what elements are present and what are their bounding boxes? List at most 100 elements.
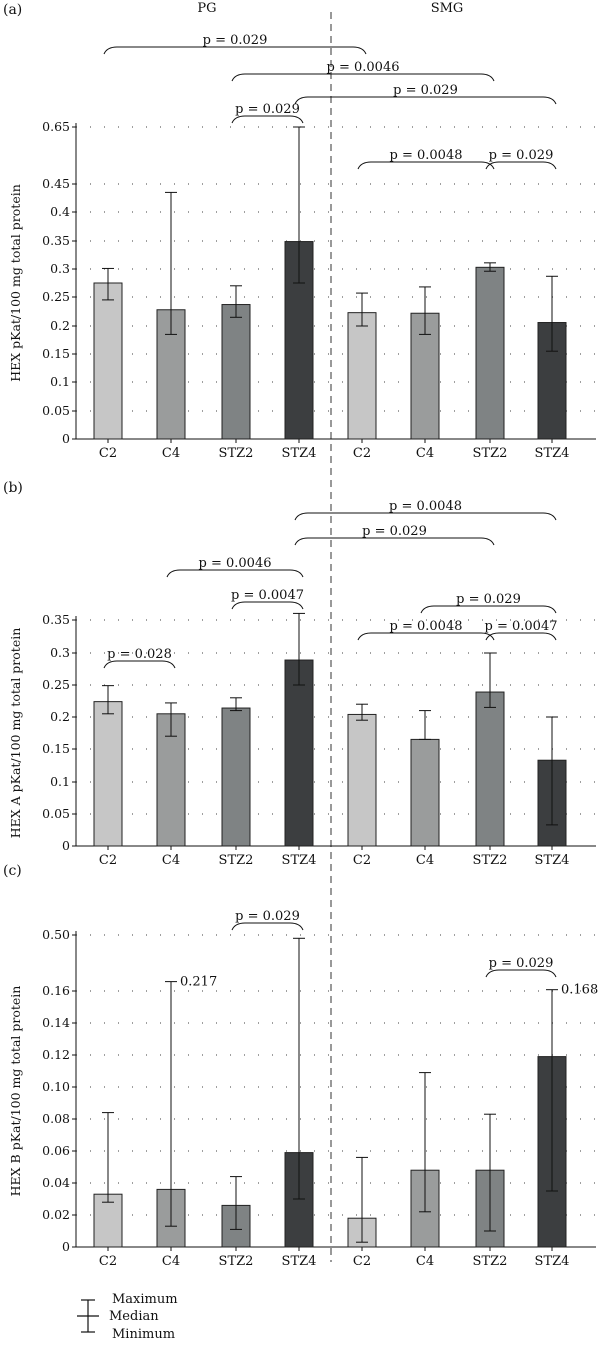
y-tick-label: 0.65 (42, 119, 70, 134)
x-tick-label: C2 (353, 1254, 371, 1269)
y-tick-label: 0.04 (42, 1175, 70, 1190)
y-tick-label: 0.05 (42, 403, 70, 418)
y-tick-label: 0.35 (42, 612, 70, 627)
panel-c-tag: (c) (3, 863, 22, 879)
x-tick-label: STZ2 (219, 1254, 254, 1269)
comparison-bracket (231, 601, 304, 610)
x-tick-label: STZ4 (535, 853, 570, 868)
x-tick-label: STZ2 (219, 853, 254, 868)
comparison-bracket (294, 96, 557, 105)
comparison-bracket (357, 161, 495, 170)
legend: Maximum Median Minimum (77, 1292, 178, 1342)
comparison-bracket (485, 161, 557, 170)
x-tick-label: STZ4 (282, 853, 317, 868)
p-value-label: p = 0.0046 (199, 556, 272, 571)
y-tick-label: 0 (62, 838, 70, 853)
y-axis-title: HEX B pKat/100 mg total protein (8, 986, 23, 1197)
comparison-bracket (485, 632, 557, 641)
comparison-bracket (420, 605, 557, 614)
y-tick-label: 0.1 (50, 374, 70, 389)
group-label-smg: SMG (431, 1, 464, 16)
comparison-bracket (294, 537, 495, 546)
x-tick-label: STZ2 (473, 853, 508, 868)
p-value-label: p = 0.029 (489, 956, 554, 971)
x-tick-label: STZ4 (282, 1254, 317, 1269)
x-tick-label: C4 (416, 853, 434, 868)
comparison-bracket (231, 922, 304, 931)
y-tick-label: 0.1 (50, 774, 70, 789)
panel-c: (c) HEX B pKat/100 mg total protein 0 0.02… (3, 863, 598, 1269)
x-tick-label: C4 (416, 446, 434, 461)
p-value-label: p = 0.0048 (389, 499, 462, 514)
bar-c2 (347, 312, 377, 440)
legend-median: Median (109, 1309, 159, 1324)
x-tick-label: STZ2 (473, 1254, 508, 1269)
x-tick-label: C2 (99, 1254, 117, 1269)
bar-c2 (93, 282, 123, 440)
panel-b-tag: (b) (3, 480, 23, 496)
y-axis-title: HEX pKat/100 mg total protein (8, 184, 23, 382)
x-tick-label: STZ4 (535, 1254, 570, 1269)
comparison-bracket (294, 512, 557, 521)
y-tick-label: 0.35 (42, 233, 70, 248)
max-value-label: 0.217 (180, 975, 217, 990)
p-value-label: p = 0.029 (235, 909, 300, 924)
y-tick-label: 0.15 (42, 741, 70, 756)
y-tick-label: 0.2 (50, 709, 70, 724)
y-tick-label: 0 (62, 1239, 70, 1254)
x-tick-label: C2 (99, 853, 117, 868)
y-tick-label: 0.45 (42, 176, 70, 191)
bar-stz2 (475, 266, 505, 440)
bar-c2 (93, 701, 123, 847)
y-tick-label: 0.25 (42, 677, 70, 692)
y-tick-label: 0.15 (42, 346, 70, 361)
p-value-label: p = 0.0048 (390, 619, 463, 634)
x-tick-label: STZ2 (219, 446, 254, 461)
x-tick-label: STZ4 (535, 446, 570, 461)
y-tick-label: 0.12 (42, 1047, 70, 1062)
p-value-label: p = 0.029 (489, 148, 554, 163)
y-tick-label: 0.2 (50, 318, 70, 333)
x-tick-label: STZ4 (282, 446, 317, 461)
y-tick-label: 0.50 (42, 927, 70, 942)
p-value-label: p = 0.029 (362, 524, 427, 539)
comparison-bracket (166, 569, 304, 578)
x-tick-label: C4 (162, 446, 180, 461)
x-tick-label: C4 (162, 1254, 180, 1269)
x-tick-label: C2 (99, 446, 117, 461)
y-tick-label: 0.02 (42, 1207, 70, 1222)
bar-stz2 (221, 304, 251, 440)
y-tick-label: 0.4 (50, 204, 70, 219)
y-tick-label: 0.05 (42, 806, 70, 821)
x-tick-label: STZ2 (473, 446, 508, 461)
y-tick-label: 0.06 (42, 1143, 70, 1158)
comparison-bracket (231, 115, 304, 124)
bar-stz2 (475, 691, 505, 847)
comparison-bracket (231, 73, 495, 82)
comparison-bracket (485, 969, 557, 978)
y-tick-label: 0.16 (42, 983, 70, 998)
legend-minimum: Minimum (112, 1327, 175, 1342)
legend-maximum: Maximum (112, 1292, 178, 1307)
p-value-label: p = 0.0047 (485, 619, 558, 634)
y-tick-label: 0.14 (42, 1015, 70, 1030)
p-value-label: p = 0.028 (107, 647, 172, 662)
y-axis-title: HEX A pKat/100 mg total protein (8, 628, 23, 839)
y-tick-label: 0.25 (42, 289, 70, 304)
p-value-label: p = 0.029 (203, 33, 268, 48)
comparison-bracket (103, 46, 367, 55)
comparison-bracket (357, 632, 495, 641)
y-tick-label: 0.3 (50, 645, 70, 660)
p-value-label: p = 0.029 (393, 83, 458, 98)
x-tick-label: C4 (162, 853, 180, 868)
p-value-label: p = 0.029 (235, 102, 300, 117)
x-tick-label: C2 (353, 446, 371, 461)
x-tick-label: C4 (416, 1254, 434, 1269)
y-tick-label: 0.08 (42, 1111, 70, 1126)
group-label-pg: PG (197, 1, 216, 16)
y-tick-label: 0 (62, 431, 70, 446)
panel-a-tag: (a) (3, 2, 22, 18)
bar-stz2 (221, 707, 251, 847)
panel-a: (a) HEX pKat/100 mg total protein 0 0.05 0.… (3, 2, 596, 461)
